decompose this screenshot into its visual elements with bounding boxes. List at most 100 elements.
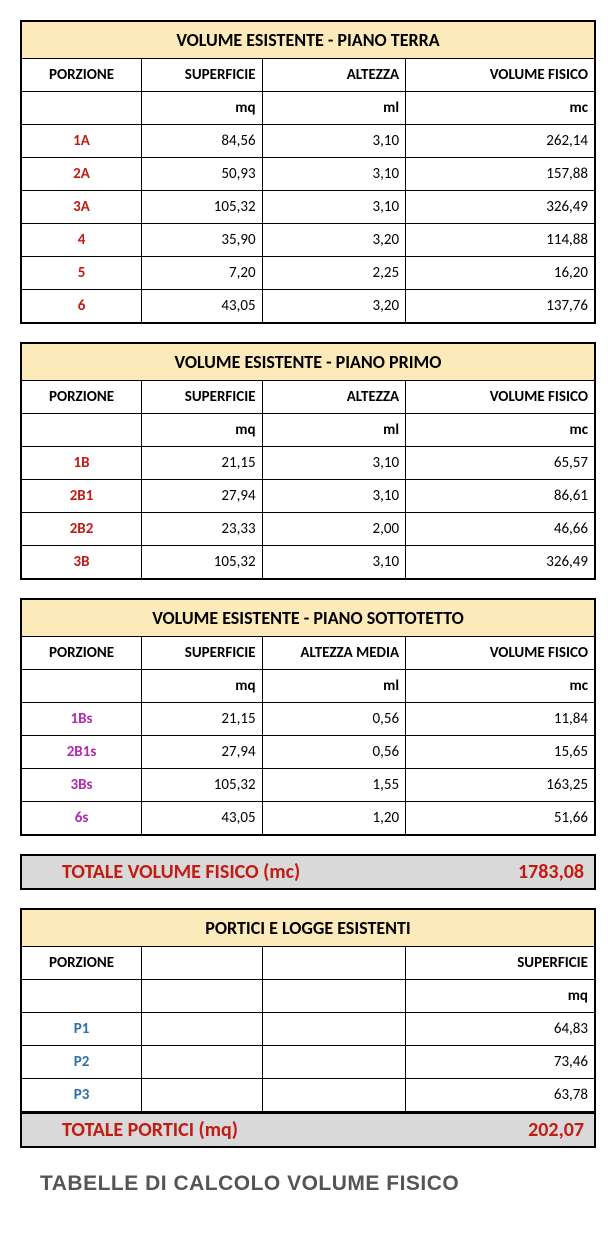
cell-porzione: 6s bbox=[21, 802, 142, 836]
cell-porzione: P2 bbox=[21, 1046, 142, 1079]
table-row: 57,202,2516,20 bbox=[21, 257, 595, 290]
cell-porzione: P1 bbox=[21, 1013, 142, 1046]
col-porzione: PORZIONE bbox=[21, 59, 142, 92]
cell-superficie: 105,32 bbox=[142, 546, 263, 580]
cell-porzione: 2B1s bbox=[21, 736, 142, 769]
cell-superficie: 105,32 bbox=[142, 769, 263, 802]
cell-superficie: 63,78 bbox=[406, 1079, 595, 1112]
cell-altezza: 3,10 bbox=[262, 480, 406, 513]
table-sottotetto: VOLUME ESISTENTE - PIANO SOTTOTETTO PORZ… bbox=[20, 598, 596, 836]
table-row: 643,053,20137,76 bbox=[21, 290, 595, 324]
cell-volume: 15,65 bbox=[406, 736, 595, 769]
cell-porzione: 3Bs bbox=[21, 769, 142, 802]
col-altezza: ALTEZZA bbox=[262, 59, 406, 92]
cell-superficie: 84,56 bbox=[142, 125, 263, 158]
cell-volume: 114,88 bbox=[406, 224, 595, 257]
cell-altezza: 3,20 bbox=[262, 224, 406, 257]
cell-volume: 326,49 bbox=[406, 191, 595, 224]
total-portici-label: TOTALE PORTICI (mq) bbox=[32, 1118, 238, 1142]
cell-volume: 157,88 bbox=[406, 158, 595, 191]
table-row: 2B127,943,1086,61 bbox=[21, 480, 595, 513]
total-portici: TOTALE PORTICI (mq) 202,07 bbox=[20, 1112, 596, 1148]
table-row: 1Bs21,150,5611,84 bbox=[21, 703, 595, 736]
table-row: 1B21,153,1065,57 bbox=[21, 447, 595, 480]
cell-porzione: 4 bbox=[21, 224, 142, 257]
cell-superficie: 27,94 bbox=[142, 480, 263, 513]
total-volume-label: TOTALE VOLUME FISICO (mc) bbox=[32, 860, 300, 884]
cell-altezza: 3,10 bbox=[262, 546, 406, 580]
cell-superficie: 23,33 bbox=[142, 513, 263, 546]
cell-superficie: 43,05 bbox=[142, 290, 263, 324]
cell-volume: 65,57 bbox=[406, 447, 595, 480]
cell-porzione: 3B bbox=[21, 546, 142, 580]
table4-title: PORTICI E LOGGE ESISTENTI bbox=[21, 909, 595, 947]
total-portici-value: 202,07 bbox=[528, 1118, 584, 1142]
cell-volume: 46,66 bbox=[406, 513, 595, 546]
table-row: 3A105,323,10326,49 bbox=[21, 191, 595, 224]
cell-superficie: 27,94 bbox=[142, 736, 263, 769]
cell-altezza: 0,56 bbox=[262, 703, 406, 736]
unit-ml: ml bbox=[262, 92, 406, 125]
cell-volume: 326,49 bbox=[406, 546, 595, 580]
cell-superficie: 21,15 bbox=[142, 703, 263, 736]
cell-volume: 163,25 bbox=[406, 769, 595, 802]
col-volume: VOLUME FISICO bbox=[406, 59, 595, 92]
cell-altezza: 2,25 bbox=[262, 257, 406, 290]
cell-superficie: 7,20 bbox=[142, 257, 263, 290]
cell-altezza: 3,10 bbox=[262, 447, 406, 480]
total-volume-value: 1783,08 bbox=[518, 860, 584, 884]
cell-altezza: 1,55 bbox=[262, 769, 406, 802]
cell-altezza: 3,10 bbox=[262, 158, 406, 191]
unit-mq: mq bbox=[142, 92, 263, 125]
cell-porzione: 2B1 bbox=[21, 480, 142, 513]
cell-superficie: 64,83 bbox=[406, 1013, 595, 1046]
table1-title: VOLUME ESISTENTE - PIANO TERRA bbox=[21, 21, 595, 59]
table-row: P3 63,78 bbox=[21, 1079, 595, 1112]
cell-porzione: 2B2 bbox=[21, 513, 142, 546]
table-row: 3B105,323,10326,49 bbox=[21, 546, 595, 580]
cell-porzione: 6 bbox=[21, 290, 142, 324]
table-row: P2 73,46 bbox=[21, 1046, 595, 1079]
cell-porzione: 1Bs bbox=[21, 703, 142, 736]
table-row: 6s43,051,2051,66 bbox=[21, 802, 595, 836]
table-piano-terra: VOLUME ESISTENTE - PIANO TERRA PORZIONE … bbox=[20, 20, 596, 324]
cell-altezza: 0,56 bbox=[262, 736, 406, 769]
table-row: 1A84,563,10262,14 bbox=[21, 125, 595, 158]
cell-porzione: P3 bbox=[21, 1079, 142, 1112]
col-superficie: SUPERFICIE bbox=[142, 59, 263, 92]
table3-title: VOLUME ESISTENTE - PIANO SOTTOTETTO bbox=[21, 599, 595, 637]
cell-altezza: 2,00 bbox=[262, 513, 406, 546]
cell-porzione: 5 bbox=[21, 257, 142, 290]
unit-mc: mc bbox=[406, 92, 595, 125]
cell-superficie: 73,46 bbox=[406, 1046, 595, 1079]
table-row: 435,903,20114,88 bbox=[21, 224, 595, 257]
cell-volume: 137,76 bbox=[406, 290, 595, 324]
cell-volume: 16,20 bbox=[406, 257, 595, 290]
table-row: 2A50,933,10157,88 bbox=[21, 158, 595, 191]
cell-volume: 51,66 bbox=[406, 802, 595, 836]
cell-superficie: 21,15 bbox=[142, 447, 263, 480]
cell-altezza: 1,20 bbox=[262, 802, 406, 836]
cell-superficie: 105,32 bbox=[142, 191, 263, 224]
table-row: P1 64,83 bbox=[21, 1013, 595, 1046]
cell-porzione: 3A bbox=[21, 191, 142, 224]
cell-superficie: 35,90 bbox=[142, 224, 263, 257]
cell-altezza: 3,10 bbox=[262, 191, 406, 224]
cell-superficie: 50,93 bbox=[142, 158, 263, 191]
total-volume-fisico: TOTALE VOLUME FISICO (mc) 1783,08 bbox=[20, 854, 596, 890]
footer-title: TABELLE DI CALCOLO VOLUME FISICO bbox=[20, 1166, 596, 1196]
table-row: 2B1s27,940,5615,65 bbox=[21, 736, 595, 769]
cell-porzione: 2A bbox=[21, 158, 142, 191]
cell-superficie: 43,05 bbox=[142, 802, 263, 836]
table-row: 3Bs105,321,55163,25 bbox=[21, 769, 595, 802]
cell-volume: 11,84 bbox=[406, 703, 595, 736]
table2-title: VOLUME ESISTENTE - PIANO PRIMO bbox=[21, 343, 595, 381]
table-row: 2B223,332,0046,66 bbox=[21, 513, 595, 546]
cell-altezza: 3,10 bbox=[262, 125, 406, 158]
cell-volume: 262,14 bbox=[406, 125, 595, 158]
cell-porzione: 1A bbox=[21, 125, 142, 158]
table-portici: PORTICI E LOGGE ESISTENTI PORZIONE SUPER… bbox=[20, 908, 596, 1112]
table-piano-primo: VOLUME ESISTENTE - PIANO PRIMO PORZIONE … bbox=[20, 342, 596, 580]
cell-volume: 86,61 bbox=[406, 480, 595, 513]
cell-porzione: 1B bbox=[21, 447, 142, 480]
